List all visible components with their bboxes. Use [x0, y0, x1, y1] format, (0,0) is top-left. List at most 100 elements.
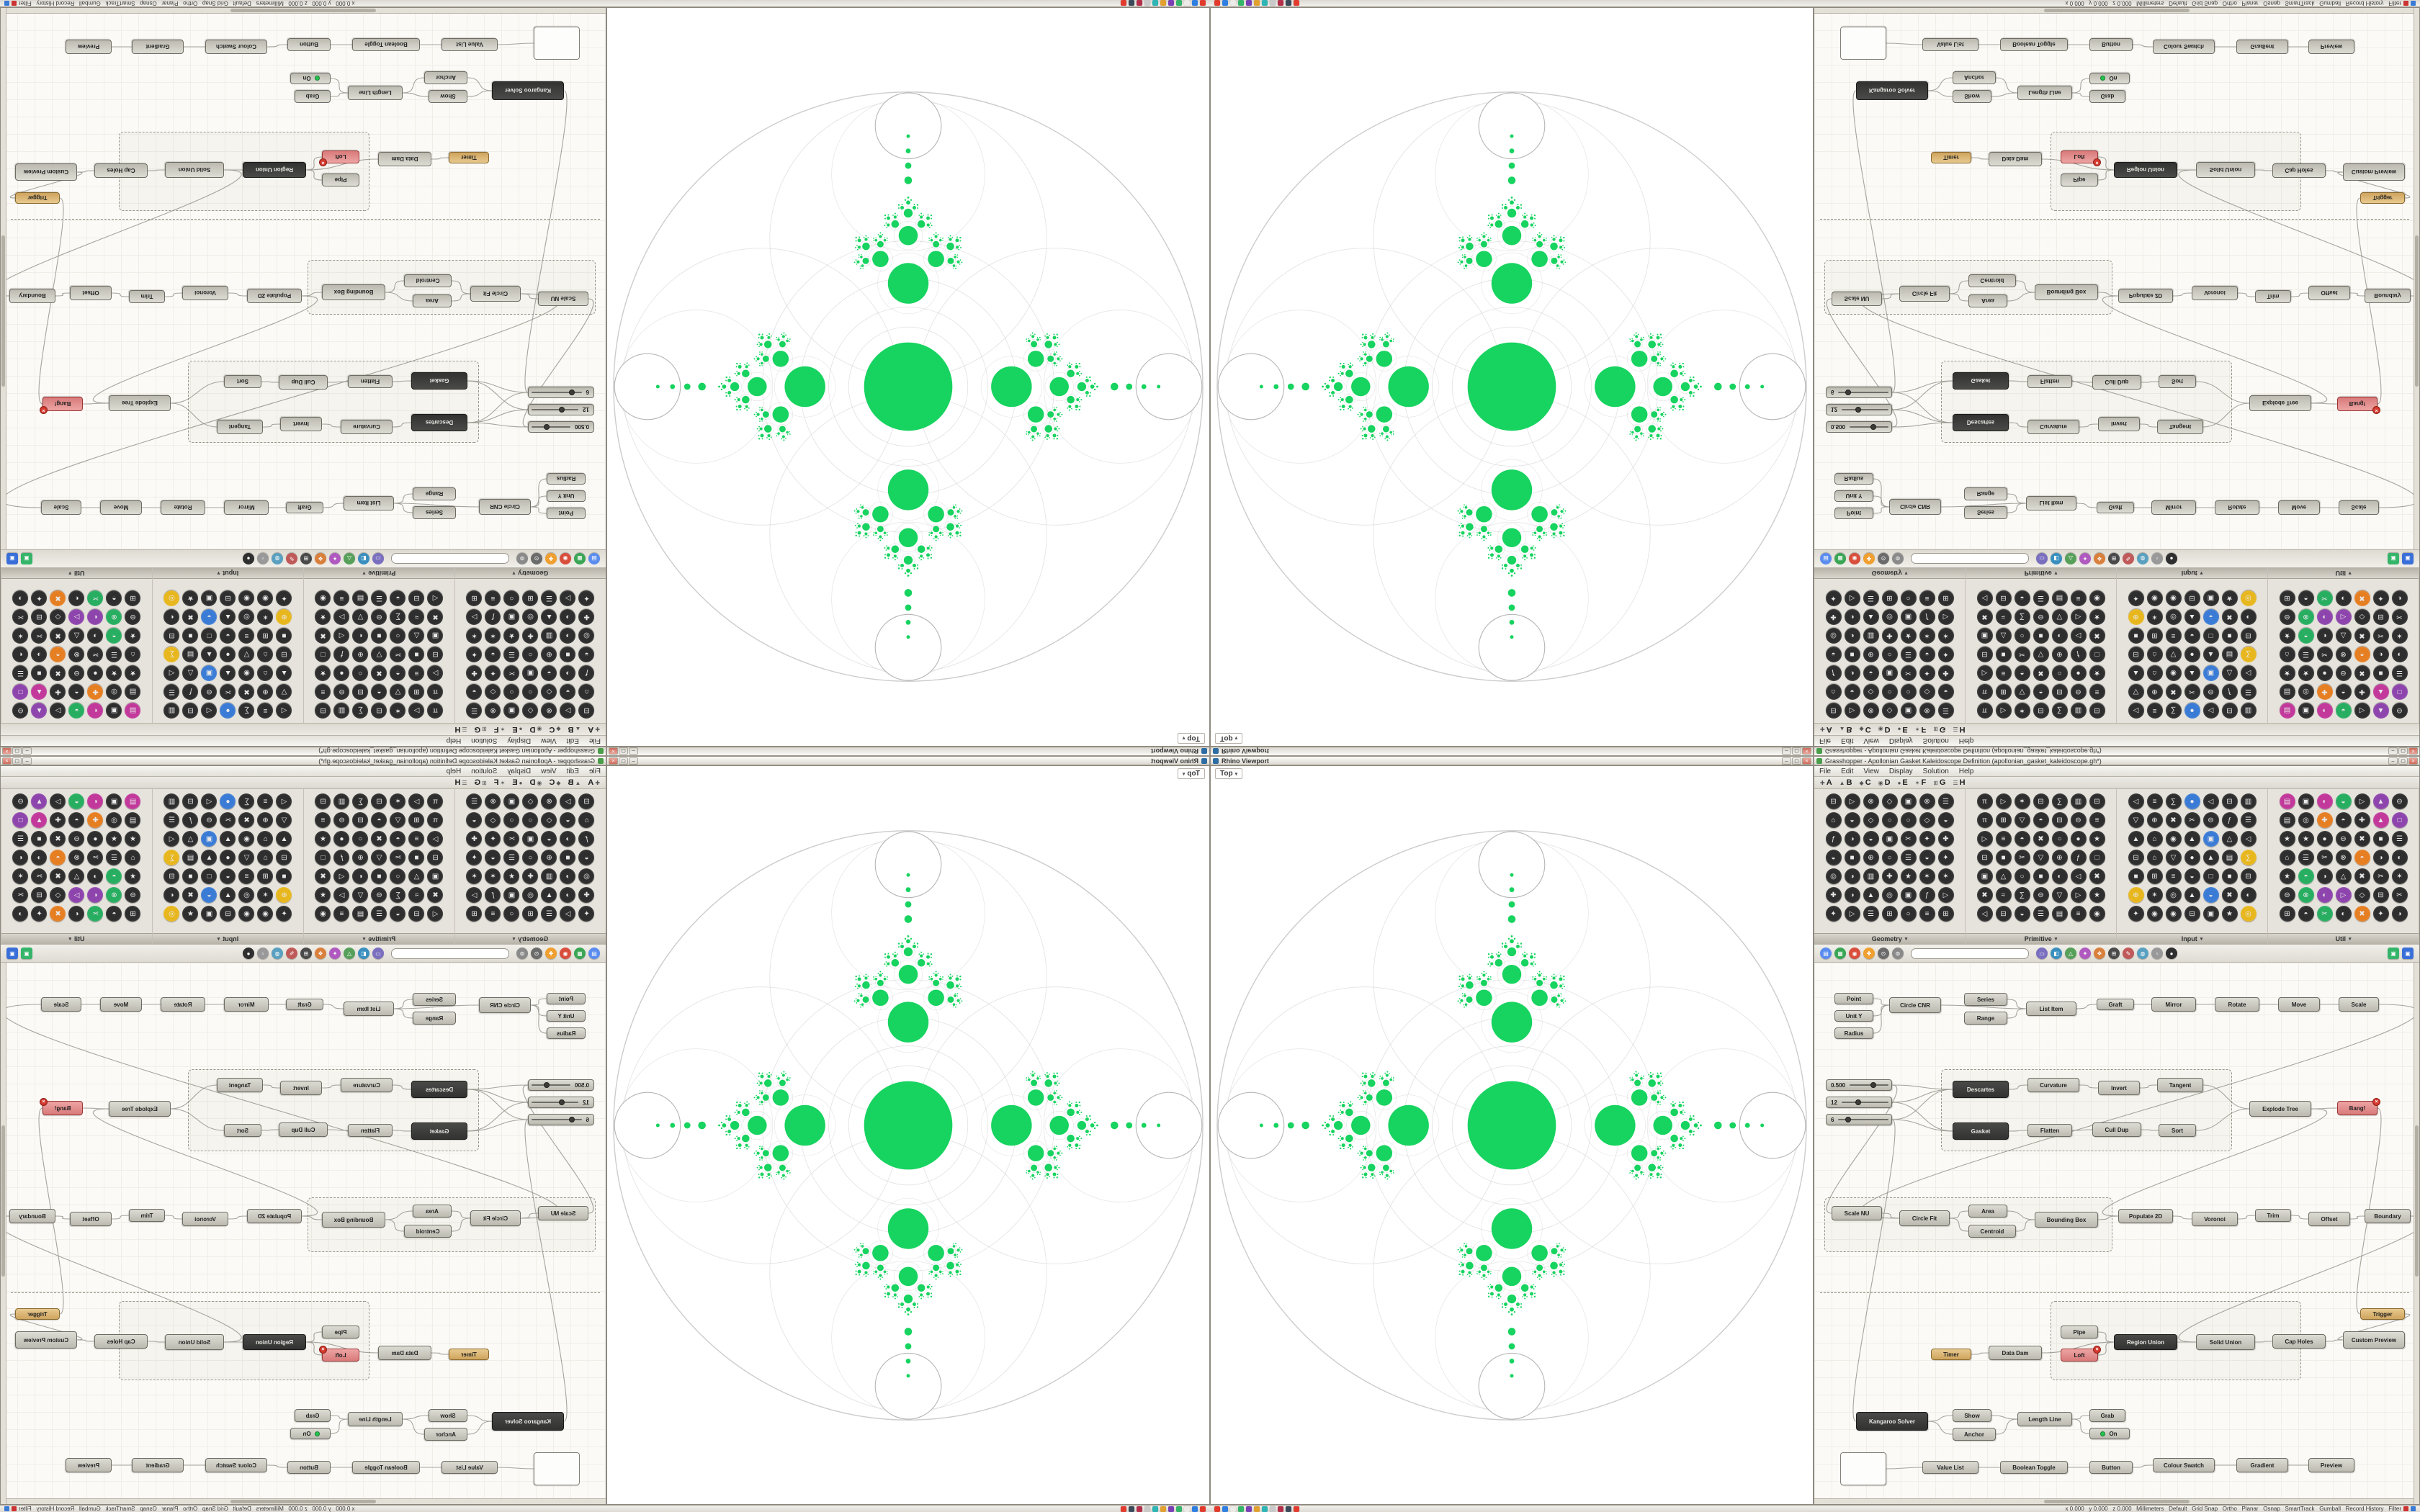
- gh-node[interactable]: Invert: [280, 417, 322, 431]
- gh-node[interactable]: Cull Dup: [279, 375, 328, 390]
- palette-component-icon[interactable]: ◐: [68, 590, 85, 606]
- palette-component-icon[interactable]: ⊕: [352, 850, 369, 865]
- taskbar-app-icon[interactable]: [1176, 0, 1182, 6]
- palette-component-icon[interactable]: ⊞: [125, 906, 141, 922]
- palette-component-icon[interactable]: ★: [182, 906, 199, 922]
- palette-component-icon[interactable]: ▥: [1863, 628, 1879, 644]
- toolbar-icon[interactable]: ⊙: [1878, 553, 1889, 564]
- palette-component-icon[interactable]: ⊟: [31, 609, 48, 625]
- taskbar-app-icon[interactable]: [1246, 0, 1252, 6]
- palette-component-icon[interactable]: ≡: [2165, 868, 2182, 884]
- slider-track[interactable]: [532, 1117, 582, 1122]
- palette-component-icon[interactable]: ⊖: [2335, 831, 2352, 847]
- component-tab-b[interactable]: ▲ B: [568, 778, 581, 787]
- palette-component-icon[interactable]: ⊕: [276, 609, 292, 625]
- toolbar-icon[interactable]: ⊙: [531, 553, 542, 564]
- gh-node[interactable]: Circle Fit: [1899, 286, 1950, 302]
- palette-component-icon[interactable]: ☰: [1900, 647, 1917, 662]
- palette-component-icon[interactable]: ⊖: [2335, 665, 2352, 681]
- taskbar-app-icon[interactable]: [1222, 1506, 1228, 1512]
- taskbar-app-icon[interactable]: [1144, 0, 1150, 6]
- palette-component-icon[interactable]: ▣: [427, 628, 444, 644]
- palette-component-icon[interactable]: ▷: [466, 609, 483, 625]
- horizontal-scrollbar[interactable]: [1814, 1498, 2419, 1504]
- palette-component-icon[interactable]: ▲: [2372, 703, 2389, 719]
- toolbar-icon[interactable]: ⊚: [1892, 948, 1904, 959]
- palette-group-label[interactable]: Input ▾: [2117, 933, 2267, 944]
- palette-component-icon[interactable]: ⊟: [408, 906, 425, 922]
- palette-component-icon[interactable]: ◇: [50, 887, 66, 903]
- palette-component-icon[interactable]: ⊖: [2279, 609, 2295, 625]
- gh-node[interactable]: Point: [547, 508, 586, 519]
- palette-component-icon[interactable]: ★: [2221, 590, 2238, 606]
- palette-component-icon[interactable]: ▷: [50, 793, 66, 809]
- rhino-viewport[interactable]: Top ▾: [606, 765, 1210, 1505]
- palette-component-icon[interactable]: ≡: [238, 868, 255, 884]
- gh-node[interactable]: Unit Y: [547, 490, 586, 502]
- palette-component-icon[interactable]: ▷: [50, 703, 66, 719]
- palette-component-icon[interactable]: ⌂: [257, 850, 274, 865]
- gh-node[interactable]: Curvature: [341, 420, 393, 434]
- taskbar-app-icon[interactable]: [1246, 1506, 1252, 1512]
- palette-component-icon[interactable]: ◑: [2316, 868, 2333, 884]
- palette-component-icon[interactable]: ☰: [2298, 647, 2314, 662]
- gh-node[interactable]: Solid Union: [165, 162, 224, 178]
- palette-component-icon[interactable]: ⊗: [2298, 609, 2314, 625]
- palette-component-icon[interactable]: ◐: [87, 887, 104, 903]
- toolbar-icon[interactable]: ✎: [2123, 948, 2134, 959]
- palette-component-icon[interactable]: △: [68, 868, 85, 884]
- palette-component-icon[interactable]: ◓: [106, 868, 122, 884]
- palette-component-icon[interactable]: ⊗: [485, 793, 501, 809]
- palette-component-icon[interactable]: ⊟: [427, 647, 444, 662]
- palette-component-icon[interactable]: ≡: [315, 812, 331, 828]
- palette-component-icon[interactable]: ✂: [87, 906, 104, 922]
- toolbar-icon[interactable]: ⊚: [516, 553, 528, 564]
- gh-node[interactable]: Graft: [2097, 502, 2134, 513]
- palette-component-icon[interactable]: ◒: [541, 665, 557, 681]
- palette-component-icon[interactable]: ★: [2279, 868, 2295, 884]
- palette-component-icon[interactable]: ⊟: [2184, 590, 2200, 606]
- palette-component-icon[interactable]: ☰: [503, 850, 520, 865]
- palette-component-icon[interactable]: ▷: [2354, 793, 2370, 809]
- palette-component-icon[interactable]: ○: [503, 906, 520, 922]
- palette-component-icon[interactable]: ▽: [371, 850, 387, 865]
- component-tab-h[interactable]: ☰ H: [454, 778, 467, 787]
- palette-component-icon[interactable]: ◁: [1976, 906, 1993, 922]
- gh-node[interactable]: Colour Swatch: [205, 1458, 267, 1472]
- palette-component-icon[interactable]: ⊞: [522, 590, 539, 606]
- gh-node[interactable]: Scale NU: [538, 292, 588, 306]
- palette-component-icon[interactable]: ◓: [106, 590, 122, 606]
- palette-component-icon[interactable]: ▣: [1881, 831, 1898, 847]
- palette-component-icon[interactable]: ✖: [182, 609, 199, 625]
- viewport-window-titlebar[interactable]: Rhino Viewport – ▢ ×: [606, 747, 1210, 756]
- palette-component-icon[interactable]: ∑: [238, 703, 255, 719]
- palette-component-icon[interactable]: ◐: [2316, 609, 2333, 625]
- palette-component-icon[interactable]: ▣: [522, 665, 539, 681]
- palette-component-icon[interactable]: ✚: [466, 831, 483, 847]
- taskbar-app-icon[interactable]: [1152, 0, 1158, 6]
- gh-node[interactable]: Circle CNR: [1889, 997, 1941, 1013]
- gh-node[interactable]: Sort: [2159, 1124, 2196, 1137]
- palette-component-icon[interactable]: ◇: [485, 684, 501, 700]
- palette-component-icon[interactable]: ≡: [257, 793, 274, 809]
- palette-component-icon[interactable]: ◑: [2391, 590, 2408, 606]
- palette-component-icon[interactable]: ✂: [503, 665, 520, 681]
- palette-component-icon[interactable]: ☰: [2240, 684, 2257, 700]
- palette-component-icon[interactable]: ◒: [2202, 887, 2219, 903]
- taskbar-app-icon[interactable]: [1192, 0, 1198, 6]
- palette-component-icon[interactable]: ◉: [2146, 906, 2163, 922]
- menu-item-solution[interactable]: Solution: [471, 767, 498, 775]
- maximize-button[interactable]: ▢: [1792, 747, 1801, 755]
- palette-component-icon[interactable]: ∑: [390, 887, 406, 903]
- palette-component-icon[interactable]: ◁: [427, 906, 444, 922]
- menu-item-help[interactable]: Help: [1958, 737, 1974, 745]
- palette-component-icon[interactable]: ✦: [1919, 665, 1935, 681]
- palette-component-icon[interactable]: ★: [2089, 887, 2105, 903]
- component-tab-h[interactable]: ☰ H: [454, 725, 467, 734]
- palette-component-icon[interactable]: ⊟: [2089, 703, 2105, 719]
- palette-component-icon[interactable]: ⊗: [68, 850, 85, 865]
- gh-node[interactable]: Rotate: [161, 997, 205, 1012]
- palette-component-icon[interactable]: ◐: [2391, 850, 2408, 865]
- component-tab-g[interactable]: ⊞ G: [475, 725, 487, 734]
- palette-component-icon[interactable]: ■: [408, 850, 425, 865]
